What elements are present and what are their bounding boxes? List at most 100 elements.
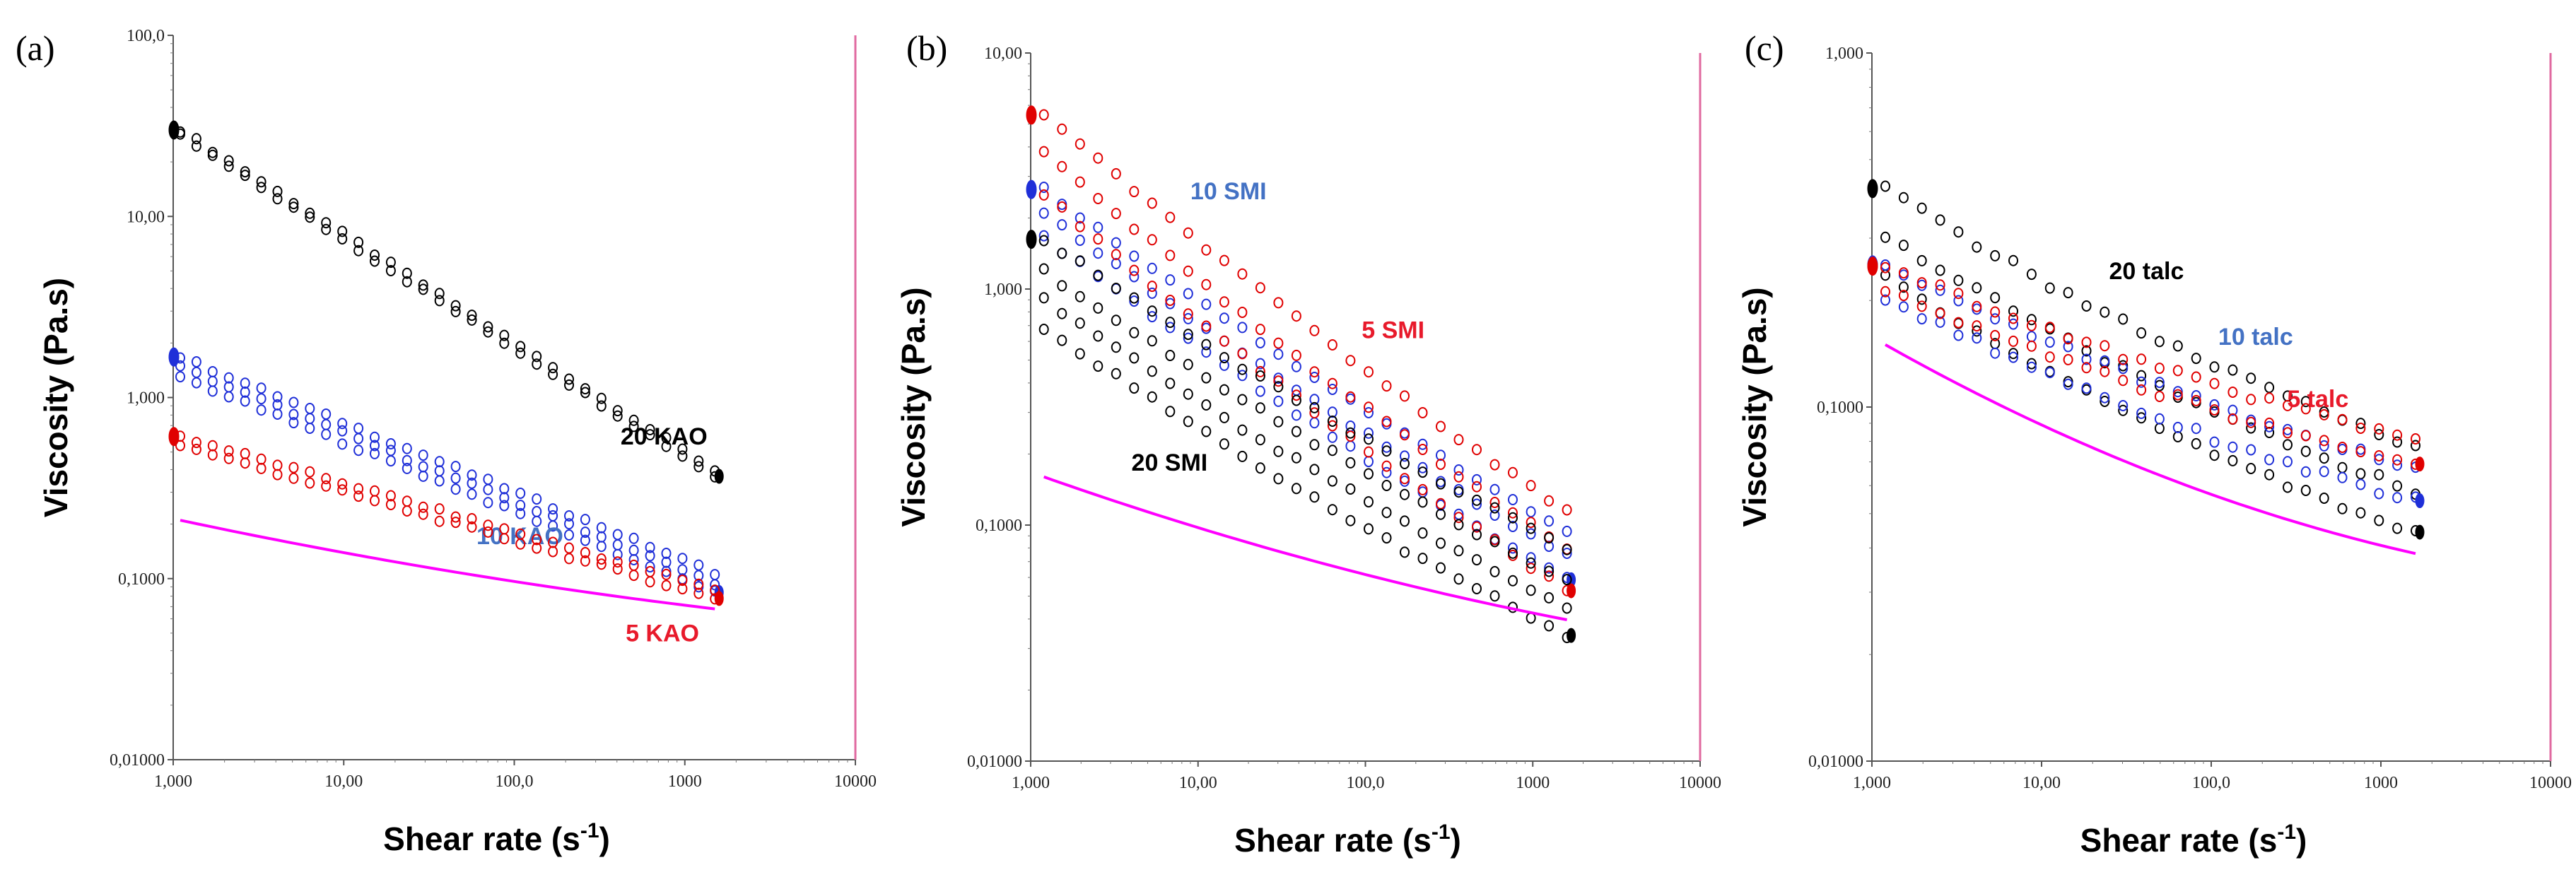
data-point [1972, 241, 1982, 253]
data-point [467, 477, 477, 489]
data-point [1201, 372, 1212, 384]
data-point [402, 462, 412, 474]
data-point [1183, 288, 1193, 300]
data-point [434, 295, 445, 307]
data-point [1093, 221, 1103, 233]
data-point [710, 569, 720, 581]
data-point [191, 140, 201, 152]
data-point [2191, 394, 2201, 406]
data-point [1364, 496, 1374, 508]
data-point [1453, 519, 1464, 531]
x-axis-title: Shear rate (s-1) [383, 819, 610, 857]
data-point [1381, 480, 1392, 491]
data-point [1201, 278, 1212, 290]
series-label: 20 KAO [621, 423, 708, 450]
data-point [1057, 201, 1067, 213]
data-point [2209, 399, 2220, 411]
data-point [1953, 288, 1964, 300]
data-point [1129, 295, 1140, 307]
data-point [2118, 404, 2129, 416]
data-point [1489, 502, 1500, 514]
data-point [256, 404, 267, 416]
data-point [450, 305, 461, 317]
data-point [370, 440, 380, 452]
data-point [2026, 314, 2037, 326]
data-point [1219, 352, 1229, 364]
data-point [2355, 478, 2366, 490]
data-point [2227, 454, 2238, 466]
x-tick-label: 100,0 [496, 772, 534, 791]
data-point [1255, 385, 1265, 397]
data-point [1255, 402, 1265, 414]
data-point [1165, 298, 1176, 310]
data-point [1898, 192, 1909, 204]
series-10-smi: 10 SMI [1026, 178, 1576, 587]
data-point [370, 495, 380, 507]
series-5-kao: 5 KAO [168, 427, 724, 647]
data-point [1057, 247, 1067, 259]
data-point [548, 546, 558, 558]
data-point [385, 455, 396, 467]
data-point [402, 454, 412, 466]
data-point [1345, 430, 1356, 442]
data-point [1436, 449, 1446, 461]
data-point [1898, 301, 1909, 313]
data-point [418, 283, 428, 295]
data-point [645, 424, 655, 435]
data-point [288, 201, 299, 213]
axis-start-marker [168, 120, 180, 140]
data-point [1364, 401, 1374, 413]
data-point [1526, 506, 1536, 518]
data-point [1038, 189, 1049, 201]
data-point [1237, 268, 1248, 280]
data-point [2136, 327, 2147, 339]
data-point [434, 503, 445, 515]
data-point [2264, 469, 2275, 481]
data-point [1327, 431, 1337, 443]
data-point [223, 445, 234, 457]
data-point [256, 382, 267, 394]
data-point [1327, 420, 1337, 432]
data-point [1183, 332, 1193, 344]
data-point [1508, 542, 1518, 554]
data-point [1183, 312, 1193, 324]
data-point [612, 539, 623, 551]
data-point [467, 488, 477, 500]
data-point [256, 182, 267, 194]
data-point [1237, 322, 1248, 334]
x-tick-label: 10000 [2529, 774, 2572, 792]
data-point [1544, 565, 1555, 577]
data-point [1111, 249, 1121, 261]
data-point [2081, 362, 2092, 374]
data-point [1219, 312, 1229, 324]
x-tick-label: 1,000 [1853, 774, 1891, 792]
data-point [1990, 347, 2001, 359]
data-point [1147, 335, 1157, 347]
series-label: 20 talc [2109, 258, 2184, 285]
data-point [2026, 269, 2037, 281]
data-point [1453, 573, 1464, 585]
data-point [1273, 297, 1284, 309]
data-point [288, 417, 299, 429]
data-point [1291, 310, 1301, 322]
data-point [2264, 392, 2275, 404]
data-point [515, 347, 526, 359]
axis-end-marker [714, 591, 724, 606]
data-point [1453, 512, 1464, 524]
data-point [2063, 341, 2073, 353]
data-point [1544, 562, 1555, 574]
data-point [1381, 380, 1392, 392]
data-point [2227, 387, 2238, 398]
data-point [1935, 214, 1945, 226]
data-point [2319, 493, 2329, 504]
data-point [1165, 322, 1176, 334]
data-point [2246, 422, 2256, 434]
data-point [1057, 219, 1067, 231]
data-point [2026, 340, 2037, 352]
data-point [337, 425, 348, 437]
data-point [175, 440, 185, 452]
data-point [1417, 407, 1428, 418]
data-point [2172, 389, 2183, 401]
data-point [2392, 436, 2403, 448]
data-point [1309, 407, 1320, 419]
